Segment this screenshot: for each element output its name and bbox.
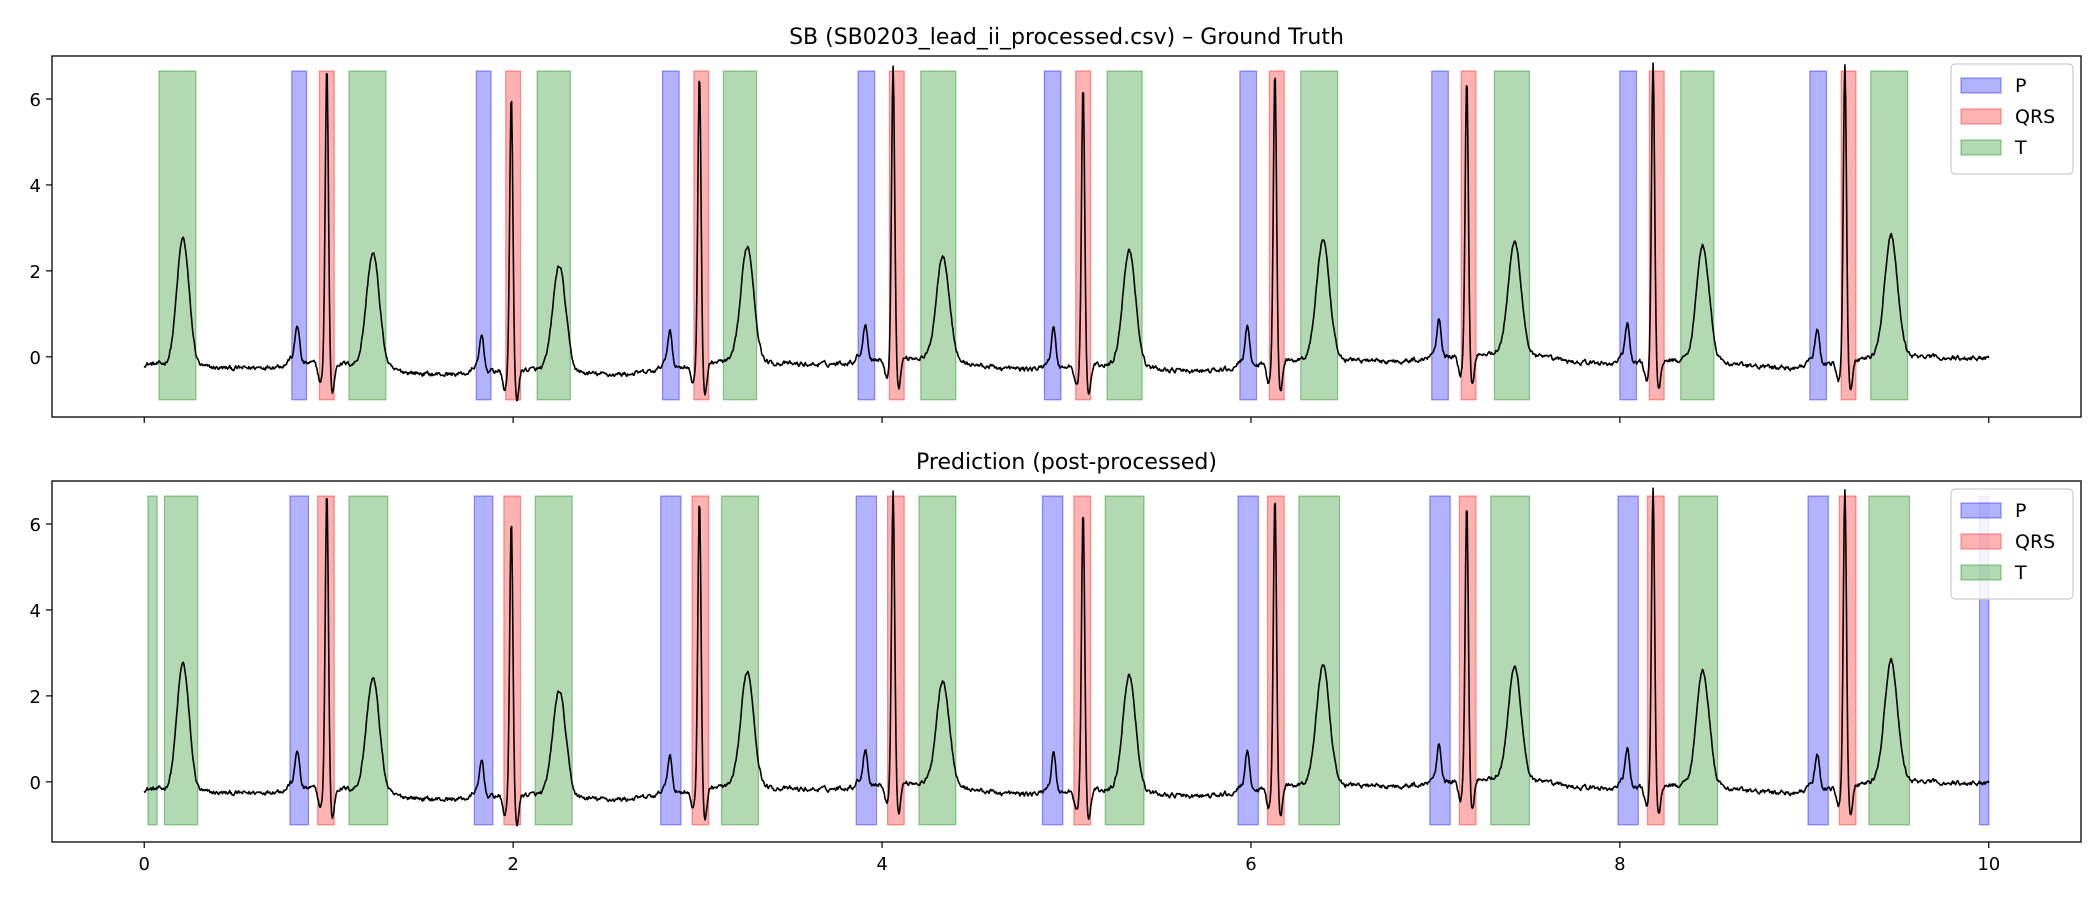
t-segment-band [1490,495,1531,826]
t-segment-band [1106,70,1143,401]
legend-label-qrs: QRS [2015,106,2055,128]
legend-label-t: T [2014,137,2027,159]
p-segment-band [1809,70,1828,401]
t-segment-band [158,70,197,401]
legend-label-qrs: QRS [2015,531,2055,553]
legend-swatch-qrs [1960,108,2002,125]
y-tick-label: 6 [30,515,41,536]
t-segment-band [1678,495,1719,826]
p-segment-band [289,495,309,826]
prediction-panel: Prediction (post-processed) 0 2 4 6 0 2 4 6 8 10 PQ… [30,450,2082,875]
p-segment-band [855,495,878,826]
p-segment-band [473,495,494,826]
t-segment-band [1104,495,1145,826]
legend-label-p: P [2015,500,2026,522]
plot-area [143,487,1990,827]
legend-label-t: T [2014,562,2027,584]
y-tick-label: 0 [30,773,41,794]
x-tick-label: 2 [507,854,518,875]
x-tick-label: 4 [876,854,887,875]
p-segment-band [291,70,308,401]
t-segment-band [1870,70,1909,401]
y-tick-label: 2 [30,262,41,283]
ecg-signal-line [143,62,1990,402]
x-tick-label: 8 [1614,854,1625,875]
p-segment-band [857,70,876,401]
axes-frame [51,55,2082,418]
t-segment-band [348,70,387,401]
t-segment-band [536,70,571,401]
p-segment-band [1043,70,1062,401]
x-tick-label: 0 [139,854,150,875]
ecg-signal-line [143,487,1990,827]
t-segment-band [722,70,758,401]
p-segment-band [1429,495,1451,826]
qrs-segment-band [1648,70,1665,401]
t-segment-band [1868,495,1911,826]
plot-area [143,62,1990,402]
panel-title: SB (SB0203_lead_ii_processed.csv) – Grou… [789,25,1344,50]
p-segment-band [660,495,682,826]
t-segment-band [147,495,158,826]
t-segment-band [1680,70,1715,401]
p-segment-band [475,70,492,401]
legend: P QRS T [1950,488,2074,600]
p-segment-band [661,70,680,401]
p-segment-band [1431,70,1449,401]
legend-swatch-t [1960,564,2002,581]
t-segment-band [1493,70,1531,401]
legend-swatch-qrs [1960,533,2002,550]
ground-truth-panel: SB (SB0203_lead_ii_processed.csv) – Grou… [30,25,2082,423]
qrs-segment-band [318,70,335,401]
y-tick-label: 4 [30,601,41,622]
legend-box [1950,63,2074,175]
legend-swatch-p [1960,502,2002,519]
p-segment-band [1617,495,1639,826]
y-tick-label: 6 [30,90,41,111]
legend: P QRS T [1950,63,2074,175]
t-segment-band [918,495,957,826]
p-segment-band [1619,70,1638,401]
panel-title: Prediction (post-processed) [916,450,1217,475]
y-tick-label: 4 [30,176,41,197]
p-segment-band [1239,70,1258,401]
axes-frame [51,480,2082,843]
y-tick-label: 0 [30,348,41,369]
t-segment-band [163,495,199,826]
p-segment-band [1237,495,1259,826]
t-segment-band [1300,70,1339,401]
legend-box [1950,488,2074,600]
qrs-segment-band [1840,70,1857,401]
qrs-segment-band [888,70,905,401]
legend-swatch-t [1960,139,2002,156]
t-segment-band [534,495,573,826]
t-segment-band [1298,495,1341,826]
t-segment-band [720,495,760,826]
legend-label-p: P [2015,75,2026,97]
p-segment-band [1041,495,1064,826]
x-tick-label: 6 [1245,854,1256,875]
legend-swatch-p [1960,77,2002,94]
p-segment-band [1807,495,1829,826]
t-segment-band [920,70,957,401]
y-tick-label: 2 [30,687,41,708]
x-tick-label: 10 [1977,854,2000,875]
t-segment-band [348,495,389,826]
